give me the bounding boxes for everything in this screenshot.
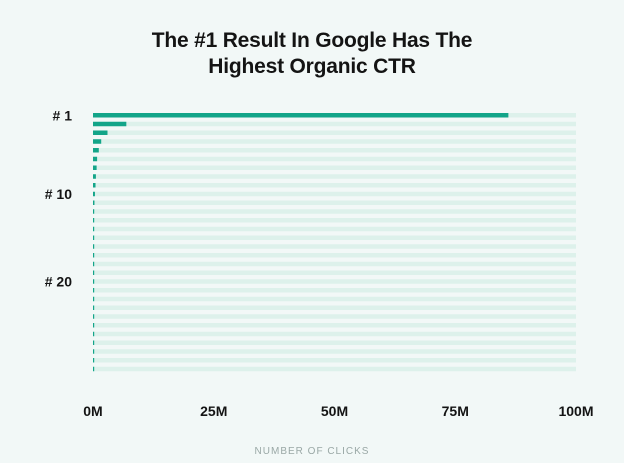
bar-position-16	[93, 244, 95, 249]
bar-track-19	[93, 270, 576, 275]
bar-track-12	[93, 209, 576, 214]
bar-position-29	[93, 358, 95, 363]
bar-track-21	[93, 288, 576, 293]
y-tick-label: # 20	[45, 274, 72, 290]
bar-track-2	[93, 121, 576, 127]
bar-position-27	[93, 340, 95, 345]
bar-position-17	[93, 253, 95, 258]
bar-track-16	[93, 244, 576, 249]
bar-track-14	[93, 226, 576, 232]
bar-track-15	[93, 235, 576, 240]
x-tick-label: 75M	[442, 403, 469, 419]
bar-position-22	[93, 296, 95, 302]
bar-position-18	[93, 261, 95, 267]
bar-position-4	[93, 139, 102, 144]
x-tick-group: 0M 25M 50M 75M 100M	[83, 403, 593, 419]
bar-track-27	[93, 340, 576, 345]
bar-position-10	[93, 191, 95, 197]
bar-track-8	[93, 174, 576, 179]
y-tick-label: # 10	[45, 186, 72, 202]
y-tick-group: # 1 # 10 # 20	[45, 107, 72, 289]
bar-track-29	[93, 358, 576, 363]
bar-position-24	[93, 314, 95, 319]
bar-position-26	[93, 331, 95, 337]
bar-position-11	[93, 200, 95, 205]
track-group	[93, 113, 576, 372]
bar-track-6	[93, 156, 576, 162]
bar-track-25	[93, 323, 576, 328]
bar-track-4	[93, 139, 576, 144]
bar-track-11	[93, 200, 576, 205]
bar-position-5	[93, 148, 99, 153]
bar-position-6	[93, 156, 98, 162]
bar-position-25	[93, 323, 95, 328]
x-axis-title: NUMBER OF CLICKS	[254, 446, 370, 457]
bar-track-26	[93, 331, 576, 337]
x-tick-label: 50M	[321, 403, 348, 419]
bar-group	[93, 113, 509, 372]
bar-position-9	[93, 183, 96, 188]
chart-title-line-1: The #1 Result In Google Has The	[151, 29, 473, 52]
bar-track-7	[93, 165, 576, 170]
bar-track-18	[93, 261, 576, 267]
y-tick-label: # 1	[53, 107, 73, 123]
bar-track-9	[93, 183, 576, 188]
bar-position-20	[93, 279, 95, 284]
bar-track-5	[93, 148, 576, 153]
bar-position-8	[93, 174, 96, 179]
x-tick-label: 100M	[558, 403, 593, 419]
bar-track-30	[93, 366, 576, 372]
bar-track-20	[93, 279, 576, 284]
bar-position-3	[93, 130, 108, 135]
bar-position-28	[93, 349, 95, 354]
bar-position-30	[93, 366, 95, 372]
bar-track-10	[93, 191, 576, 197]
bar-position-15	[93, 235, 95, 240]
bar-position-1	[93, 113, 509, 118]
x-tick-label: 25M	[200, 403, 227, 419]
bar-position-23	[93, 305, 95, 310]
bar-position-7	[93, 165, 97, 170]
bar-position-14	[93, 226, 95, 232]
bar-position-21	[93, 288, 95, 293]
x-tick-label: 0M	[83, 403, 102, 419]
chart-title-line-2: Highest Organic CTR	[208, 55, 416, 78]
bar-position-19	[93, 270, 95, 275]
bar-track-23	[93, 305, 576, 310]
chart-title: The #1 Result In Google Has The Highest …	[0, 28, 624, 80]
bar-track-17	[93, 253, 576, 258]
bar-position-12	[93, 209, 95, 214]
bar-position-2	[93, 121, 127, 127]
bar-track-24	[93, 314, 576, 319]
bar-position-13	[93, 218, 95, 223]
bar-track-13	[93, 218, 576, 223]
bar-track-3	[93, 130, 576, 135]
bar-track-22	[93, 296, 576, 302]
bar-track-28	[93, 349, 576, 354]
